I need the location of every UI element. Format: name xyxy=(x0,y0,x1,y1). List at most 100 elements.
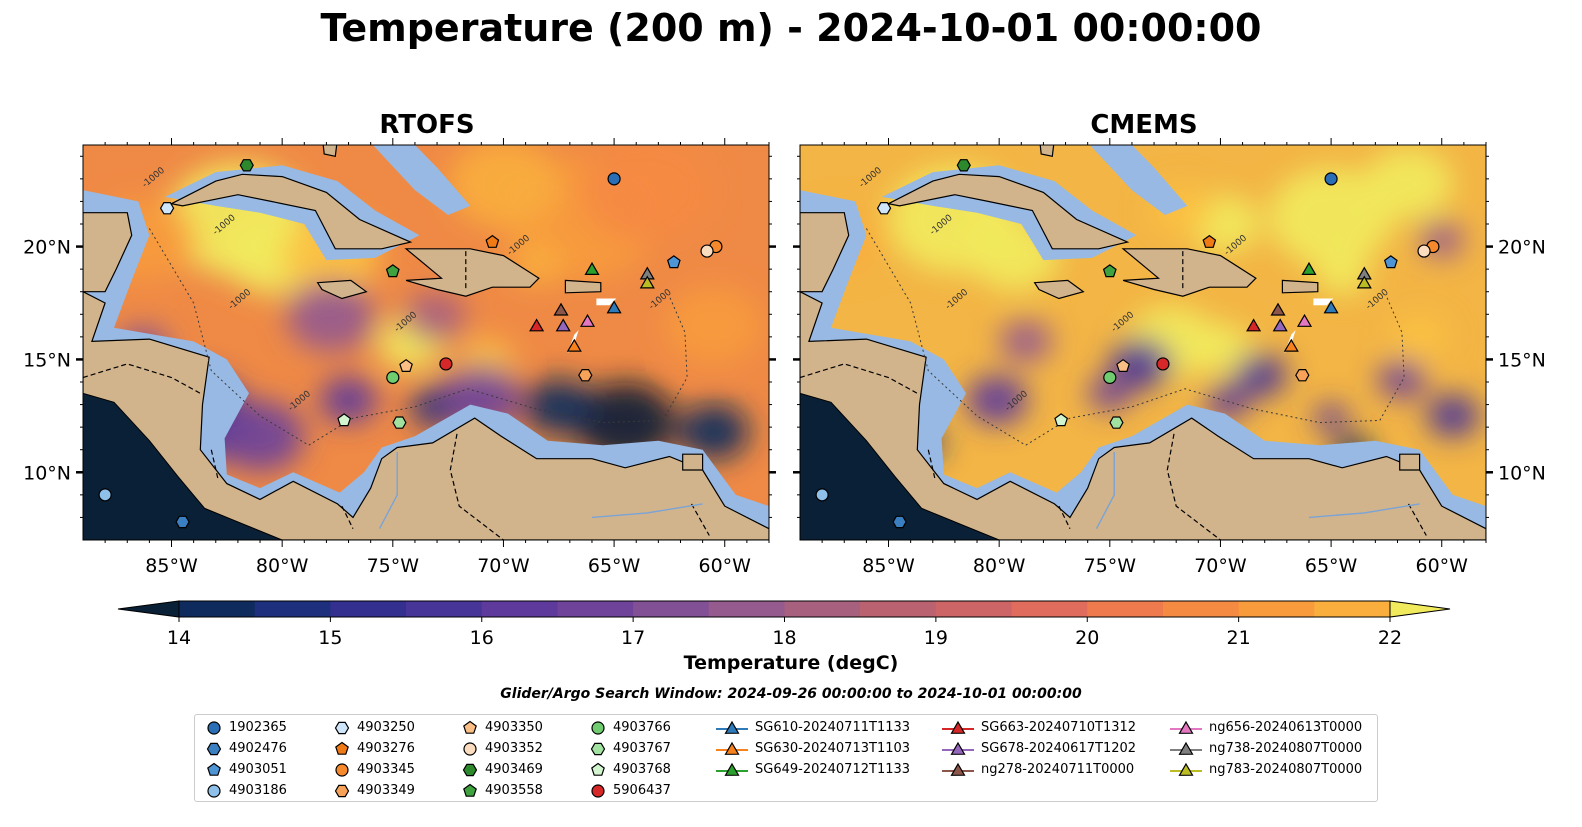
colorbar-segment xyxy=(179,601,256,617)
colorbar-tick-label: 21 xyxy=(1227,627,1251,649)
legend-marker-triangle-icon xyxy=(942,741,974,755)
glider-track xyxy=(596,298,617,306)
obs-marker-4903352 xyxy=(1417,244,1431,258)
land-puertoRico xyxy=(1281,279,1319,294)
land-cuba xyxy=(169,173,413,250)
colorbar-segment xyxy=(1314,601,1391,617)
legend-marker xyxy=(462,763,478,776)
lon-tick-label: 75°W xyxy=(1084,555,1137,577)
obs-marker-ng783-20240807T0000 xyxy=(639,275,655,289)
obs-marker-SG630-20240713T1103 xyxy=(1283,338,1299,352)
obs-marker-4903349 xyxy=(578,369,593,382)
obs-marker-5906437 xyxy=(1156,357,1170,371)
lat-tick-label: 10°N xyxy=(23,462,71,484)
obs-marker-1902365 xyxy=(1324,172,1338,186)
colorbar-tick-label: 15 xyxy=(318,627,342,649)
legend-marker xyxy=(724,720,740,734)
obs-marker-SG610-20240711T1133 xyxy=(1323,300,1339,314)
isobath-1000 xyxy=(148,228,688,446)
legend-label: SG610-20240711T1133 xyxy=(755,720,911,735)
country-border xyxy=(1058,505,1071,529)
legend-label: SG663-20240710T1312 xyxy=(981,720,1137,735)
legend-marker-triangle-icon xyxy=(1170,720,1202,734)
legend-marker-hexagon-icon xyxy=(334,784,350,797)
land-cuba xyxy=(886,173,1130,250)
legend-marker-pentagon-icon xyxy=(463,783,477,797)
legend-item: ng783-20240807T0000 xyxy=(1169,759,1362,780)
colorbar-segment xyxy=(481,601,558,617)
obs-marker-4903558 xyxy=(385,264,400,278)
country-border xyxy=(210,449,219,480)
lat-tick-label: 15°N xyxy=(1498,349,1546,371)
lat-tick-label: 20°N xyxy=(1498,237,1546,259)
legend-item: 4903350 xyxy=(461,717,543,738)
obs-marker-SG678-20240617T1202 xyxy=(555,318,571,332)
pacific-coast xyxy=(800,392,1000,540)
lon-tick-label: 70°W xyxy=(1194,555,1247,577)
legend-label: 4903186 xyxy=(229,783,287,798)
colorbar-tick-label: 16 xyxy=(470,627,494,649)
obs-marker-ng278-20240711T0000 xyxy=(553,302,569,316)
legend-item: 4903276 xyxy=(333,738,415,759)
legend-label: 4903350 xyxy=(485,720,543,735)
legend-label: 5906437 xyxy=(613,783,671,798)
legend-item: 4903345 xyxy=(333,759,415,780)
legend-marker xyxy=(724,741,740,755)
legend-marker xyxy=(950,741,966,755)
colorbar-segment xyxy=(633,601,710,617)
colorbar-extend-min xyxy=(117,600,180,618)
country-border xyxy=(449,433,504,540)
obs-marker-4903051 xyxy=(1383,255,1398,269)
lon-tick-label: 65°W xyxy=(588,555,641,577)
lat-tick-label: 15°N xyxy=(23,349,71,371)
map-frame xyxy=(82,144,770,541)
obs-marker-4903469 xyxy=(239,159,254,172)
legend-marker xyxy=(335,741,349,755)
legend-marker-triangle-icon xyxy=(942,720,974,734)
legend-marker xyxy=(724,762,740,776)
colorbar-label: Temperature (degC) xyxy=(683,652,899,674)
country-border xyxy=(1407,503,1427,536)
legend-marker-hexagon-icon xyxy=(590,742,606,755)
legend-item: 4903469 xyxy=(461,759,543,780)
colorbar-tick-label: 19 xyxy=(924,627,948,649)
legend-item: 4903768 xyxy=(589,759,671,780)
river xyxy=(378,452,398,530)
legend-label: 4903250 xyxy=(357,720,415,735)
land-trinidad xyxy=(682,453,704,471)
legend-marker xyxy=(591,783,605,798)
lon-tick-label: 85°W xyxy=(862,555,915,577)
legend-item: 4903558 xyxy=(461,780,543,801)
legend-marker-hexagon-icon xyxy=(462,763,478,776)
lon-tick-label: 80°W xyxy=(256,555,309,577)
obs-marker-4903276 xyxy=(485,234,500,248)
land-jamaica xyxy=(316,279,368,300)
obs-marker-SG649-20240712T1133 xyxy=(584,261,600,275)
colorbar-segment xyxy=(557,601,634,617)
obs-marker-4903350 xyxy=(399,358,413,372)
search-window-caption: Glider/Argo Search Window: 2024-09-26 00… xyxy=(500,686,1082,702)
colorbar-tick-label: 18 xyxy=(772,627,796,649)
legend-marker xyxy=(1178,741,1194,755)
legend-marker-pentagon-icon xyxy=(591,762,605,776)
legend-marker xyxy=(950,762,966,776)
obs-marker-4903350 xyxy=(1116,358,1130,372)
land-centralAmerica xyxy=(800,291,1486,540)
legend-item: ng656-20240613T0000 xyxy=(1169,717,1362,738)
legend-item: SG663-20240710T1312 xyxy=(941,717,1136,738)
legend-marker-pentagon-icon xyxy=(463,720,477,734)
river xyxy=(1308,503,1420,519)
obs-marker-4903767 xyxy=(1109,416,1124,429)
legend-marker xyxy=(1178,762,1194,776)
lat-tick-label: 10°N xyxy=(1498,462,1546,484)
obs-marker-SG649-20240712T1133 xyxy=(1301,261,1317,275)
legend-marker xyxy=(207,762,221,776)
legend-label: 4903349 xyxy=(357,783,415,798)
legend-item: 4903051 xyxy=(205,759,287,780)
obs-marker-4903186 xyxy=(815,488,829,502)
lon-tick-label: 65°W xyxy=(1305,555,1358,577)
legend-marker-triangle-icon xyxy=(1170,762,1202,776)
lat-tick-label: 20°N xyxy=(23,237,71,259)
legend-item: SG649-20240712T1133 xyxy=(715,759,910,780)
